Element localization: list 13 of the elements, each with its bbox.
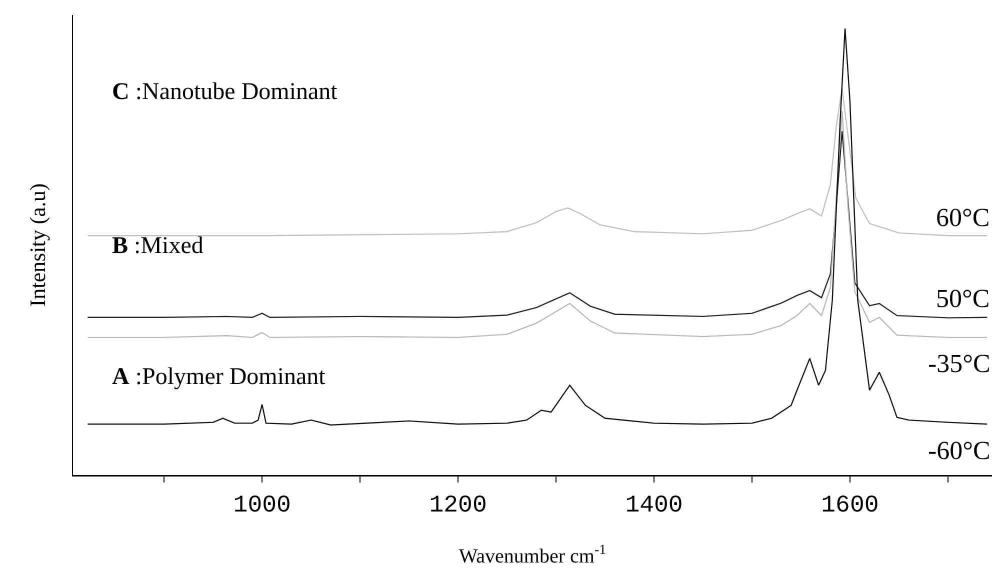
x-tick-label: 1000 xyxy=(233,492,291,520)
x-axis-title: Wavenumber cm$^{-1}$ xyxy=(458,543,606,568)
series-label: -60°C xyxy=(928,436,990,465)
series-label: 60°C xyxy=(936,203,990,232)
annotation: A :Polymer Dominant xyxy=(112,364,326,390)
series-label: 50°C xyxy=(936,284,990,313)
y-axis-title: Intensity (a.u) xyxy=(24,183,50,307)
annotation: B :Mixed xyxy=(112,233,204,259)
x-tick-label: 1400 xyxy=(625,492,683,520)
series-label: -35°C xyxy=(928,349,990,378)
x-tick-label: 1200 xyxy=(429,492,487,520)
annotation: C :Nanotube Dominant xyxy=(112,79,338,105)
x-tick-label: 1600 xyxy=(821,492,879,520)
